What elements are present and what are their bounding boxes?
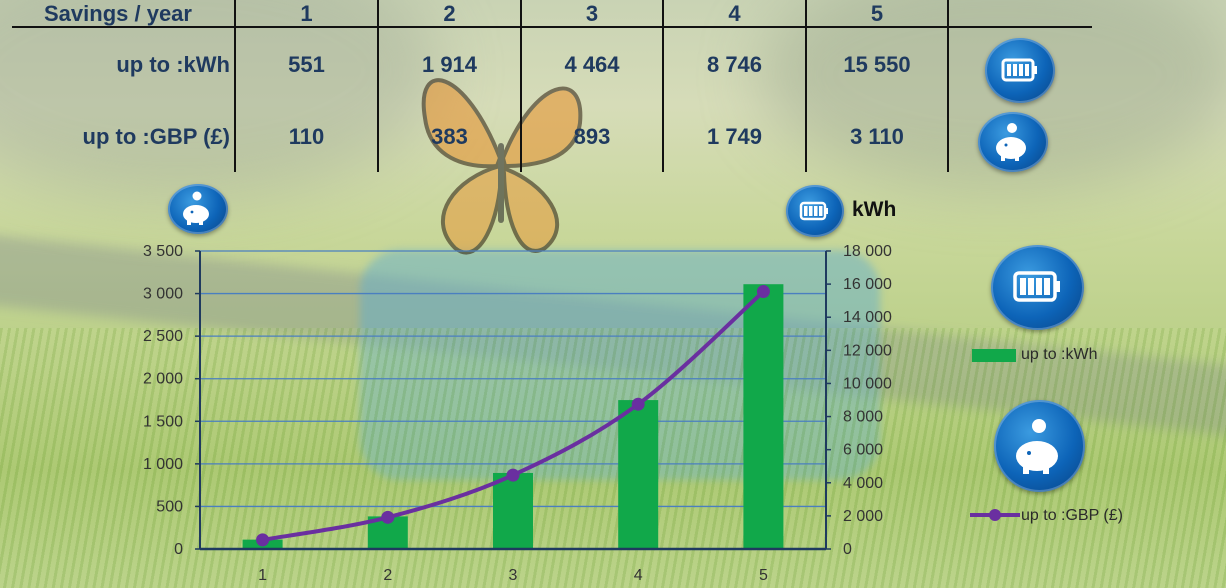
legend-swatch-kwh <box>972 349 1016 362</box>
x-axis-tick-label: 2 <box>383 567 392 584</box>
battery-icon <box>786 185 844 237</box>
point-gbp-year-1 <box>256 533 270 547</box>
point-gbp-year-2 <box>381 510 395 524</box>
battery-icon <box>985 38 1055 103</box>
x-axis-tick-label: 5 <box>759 567 768 584</box>
x-axis-tick-label: 1 <box>258 567 267 584</box>
point-gbp-year-5 <box>756 285 770 299</box>
table-cell: 551 <box>288 52 325 77</box>
table-column-divider <box>662 0 664 172</box>
table-cell: 15 550 <box>843 52 911 77</box>
butterfly-image <box>421 78 583 255</box>
piggy-bank-icon <box>978 112 1048 172</box>
piggy-bank-icon <box>994 400 1085 492</box>
right-axis-tick-label: 6 000 <box>843 442 883 459</box>
table-column-divider <box>947 0 949 172</box>
left-axis-tick-label: 0 <box>174 541 183 558</box>
table-column-divider <box>520 0 522 172</box>
table-cell: 383 <box>431 124 468 149</box>
legend-label-gbp: up to :GBP (£) <box>1021 507 1123 524</box>
table-header-year: 5 <box>870 1 884 26</box>
piggy-bank-icon <box>168 184 228 234</box>
point-gbp-year-3 <box>506 468 520 482</box>
table-cell: 1 914 <box>421 52 478 77</box>
bar-kwh-year-3 <box>493 472 533 549</box>
right-axis-tick-label: 0 <box>843 541 852 558</box>
table-header-year: 1 <box>300 1 313 26</box>
table-cell: 893 <box>573 124 611 149</box>
table-row-label-gbp: up to :GBP (£) <box>82 124 230 149</box>
right-axis-unit-label: kWh <box>852 198 897 221</box>
x-axis-tick-label: 4 <box>634 567 643 584</box>
table-column-divider <box>805 0 807 172</box>
left-axis-tick-label: 2 500 <box>143 328 183 345</box>
right-axis-tick-label: 16 000 <box>843 276 892 293</box>
table-header-year: 2 <box>443 1 456 26</box>
savings-table: Savings / year 1 2 3 4 5 up to :kWh 551 … <box>0 0 1226 175</box>
left-axis-tick-label: 1 500 <box>143 413 183 430</box>
right-axis-tick-label: 2 000 <box>843 508 883 525</box>
table-header-year: 3 <box>585 1 599 26</box>
left-axis-tick-label: 3 000 <box>143 286 183 303</box>
table-cell: 4 464 <box>564 52 620 77</box>
right-axis-tick-label: 12 000 <box>843 342 892 359</box>
point-gbp-year-4 <box>631 397 645 411</box>
table-cell: 1 749 <box>706 124 763 149</box>
table-header-year: 4 <box>728 1 741 26</box>
right-axis-tick-label: 10 000 <box>843 375 892 392</box>
battery-icon <box>991 245 1084 330</box>
right-axis-tick-label: 18 000 <box>843 243 892 260</box>
bar-kwh-year-5 <box>743 284 784 549</box>
table-header-divider <box>12 26 1092 28</box>
table-cell: 8 746 <box>706 52 763 77</box>
table-header-label: Savings / year <box>44 1 192 26</box>
right-axis-tick-label: 14 000 <box>843 309 892 326</box>
bar-kwh-year-4 <box>618 400 659 549</box>
x-axis-tick-label: 3 <box>509 567 518 584</box>
table-column-divider <box>377 0 379 172</box>
table-row-label-kwh: up to :kWh <box>116 52 230 77</box>
left-axis-tick-label: 3 500 <box>143 243 183 260</box>
table-column-divider <box>234 0 236 172</box>
left-axis-tick-label: 500 <box>156 498 183 515</box>
left-axis-tick-label: 2 000 <box>143 371 183 388</box>
right-axis-tick-label: 4 000 <box>843 475 883 492</box>
legend-swatch-gbp <box>970 509 1020 521</box>
legend-label-kwh: up to :kWh <box>1021 346 1098 363</box>
table-cell: 110 <box>288 124 325 149</box>
right-axis-tick-label: 8 000 <box>843 409 883 426</box>
left-axis-tick-label: 1 000 <box>143 456 183 473</box>
table-cell: 3 110 <box>850 124 904 149</box>
